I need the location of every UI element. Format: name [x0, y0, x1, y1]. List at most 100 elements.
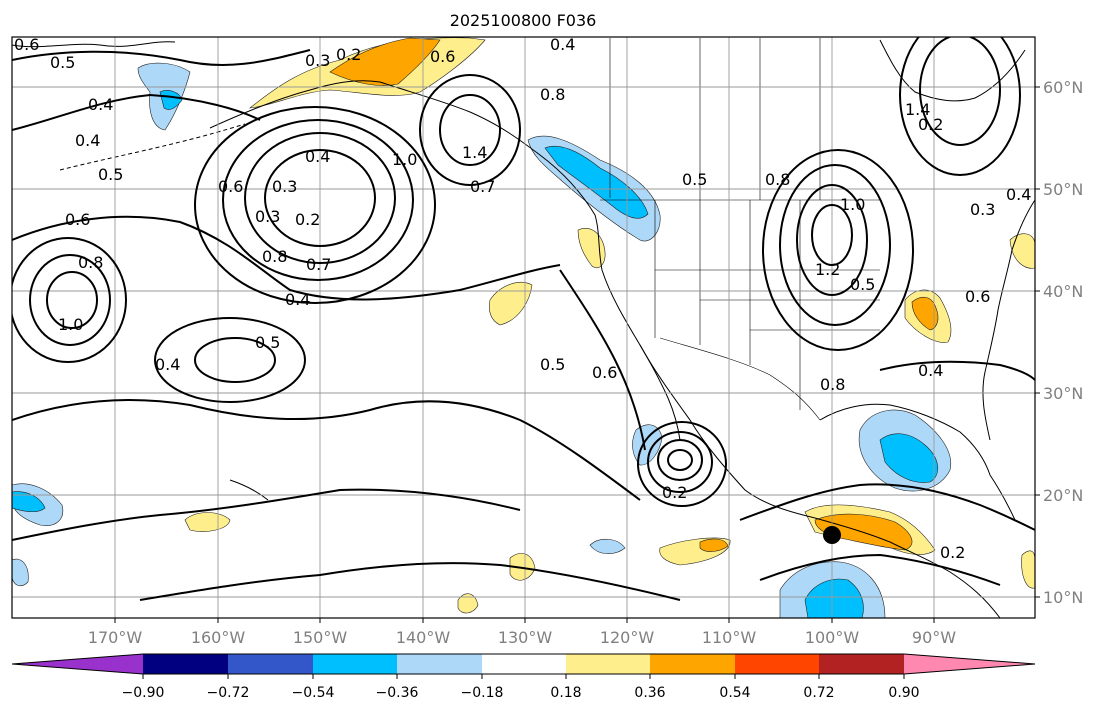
coastline-central-america — [814, 517, 1001, 618]
colorbar-segment — [313, 654, 397, 674]
colorbar-segment — [397, 654, 482, 674]
lon-label-110w: 110°W — [702, 628, 757, 647]
lat-label-40n: 40°N — [1043, 282, 1083, 301]
contour-label: 0.4 — [155, 355, 180, 374]
contour-label: 0.5 — [255, 333, 280, 352]
contour-line-west-2 — [12, 399, 641, 501]
contour-label: 0.2 — [662, 483, 687, 502]
contour-northeast-1 — [919, 37, 1001, 146]
contour-label: 0.5 — [50, 53, 75, 72]
latitude-axis: 60°N 50°N 40°N 30°N 20°N 10°N — [1043, 78, 1083, 607]
contour-low-pacific-1 — [264, 149, 376, 247]
contour-high-west-3 — [12, 237, 127, 363]
contour-label: 0.2 — [295, 210, 320, 229]
anomaly-negative-small-1 — [589, 539, 626, 554]
contour-label: 0.6 — [218, 177, 243, 196]
anomaly-positive-small-4 — [1021, 550, 1035, 589]
contour-plains-4 — [762, 149, 914, 351]
colorbar-ticks — [142, 674, 905, 679]
anomaly-positive-subtropics-2 — [509, 553, 536, 581]
map-frame — [11, 36, 1036, 619]
colorbar-label: 0.72 — [803, 685, 834, 701]
lon-label-130w: 130°W — [498, 628, 553, 647]
lon-label-90w: 90°W — [912, 628, 956, 647]
anomaly-positive-subtropics-1 — [184, 512, 231, 532]
coastline-hudson-bay — [879, 39, 1026, 102]
contour-label: 0.5 — [850, 275, 875, 294]
colorbar-segment — [228, 654, 313, 674]
contour-label: 0.6 — [14, 35, 39, 54]
contour-label: 0.2 — [918, 115, 943, 134]
colorbar-over-arrow — [904, 654, 1035, 674]
contour-line-east-1 — [739, 483, 1035, 531]
anomaly-strong-gulf-alaska — [329, 37, 441, 86]
contour-label: 1.0 — [392, 150, 417, 169]
longitude-axis: 170°W 160°W 150°W 140°W 130°W 120°W 110°… — [88, 628, 956, 647]
anomaly-strong-negative-gulf-mexico — [879, 433, 938, 483]
contour-label: 0.3 — [305, 51, 330, 70]
contour-label: 0.8 — [540, 85, 565, 104]
coastline-siberia — [12, 41, 176, 48]
anomaly-strong-negative-north-pacific — [159, 90, 183, 110]
contour-gulf-alaska-1 — [439, 94, 501, 166]
contour-low-pacific-3 — [222, 119, 414, 281]
contour-label: 0.4 — [75, 131, 100, 150]
contour-label: 0.5 — [98, 165, 123, 184]
contour-line-south-2 — [139, 562, 681, 601]
lon-label-140w: 140°W — [396, 628, 451, 647]
contour-plains-3 — [779, 164, 891, 326]
colorbar-label: −0.90 — [122, 685, 165, 701]
lat-label-20n: 20°N — [1043, 486, 1083, 505]
contour-label: 0.6 — [65, 210, 90, 229]
axis-ticks — [114, 86, 1040, 623]
anomaly-strong-negative-east-pacific — [804, 578, 864, 618]
colorbar-label: −0.72 — [207, 685, 250, 701]
contour-line-north-2 — [12, 93, 261, 131]
contour-label: 0.4 — [918, 361, 943, 380]
contour-label: 0.3 — [255, 207, 280, 226]
anomaly-strong-negative-west — [12, 491, 46, 513]
location-marker — [823, 526, 841, 544]
contour-high-central-2 — [154, 317, 306, 403]
contour-label: 0.2 — [336, 45, 361, 64]
anomaly-positive-east — [1009, 233, 1035, 269]
coastline-baja — [639, 344, 681, 441]
contour-label: 0.8 — [765, 170, 790, 189]
lon-label-150w: 150°W — [293, 628, 348, 647]
anomaly-negative-small-2 — [12, 558, 29, 587]
contour-cutoff-low-3 — [647, 431, 713, 493]
contour-label: 0.2 — [940, 543, 965, 562]
contour-line-coast — [559, 269, 646, 451]
contour-cutoff-low-2 — [657, 439, 703, 481]
coastline-hawaii — [229, 479, 269, 501]
contour-label: 0.4 — [1006, 185, 1031, 204]
contour-label: 0.7 — [470, 177, 495, 196]
contour-label: 0.6 — [430, 47, 455, 66]
colorbar-segment — [819, 654, 904, 674]
contour-plains-2 — [796, 184, 868, 296]
contour-label: 0.8 — [262, 247, 287, 266]
anomaly-strong-tropics — [699, 538, 729, 552]
lat-label-30n: 30°N — [1043, 384, 1083, 403]
contour-line-east-3 — [879, 360, 1035, 381]
colorbar-label: 0.90 — [888, 685, 919, 701]
contour-cutoff-low-1 — [667, 449, 693, 471]
colorbar-segment — [735, 654, 819, 674]
contour-label: 0.6 — [592, 363, 617, 382]
contour-label: 0.4 — [305, 147, 330, 166]
border-canada-provinces — [699, 38, 821, 200]
colorbar: −0.90 −0.72 −0.54 −0.36 −0.18 0.18 0.36 … — [11, 653, 1036, 701]
contour-gulf-alaska-2 — [419, 74, 521, 186]
contour-label: 0.5 — [540, 355, 565, 374]
lat-label-10n: 10°N — [1043, 588, 1083, 607]
lat-label-60n: 60°N — [1043, 78, 1083, 97]
lon-label-100w: 100°W — [805, 628, 860, 647]
anomaly-positive-small-3 — [457, 593, 479, 614]
colorbar-under-arrow — [12, 654, 143, 674]
colorbar-label: −0.18 — [461, 685, 504, 701]
contour-line-north-1 — [12, 49, 311, 66]
contour-cutoff-low-4 — [637, 421, 727, 507]
contour-high-west-1 — [46, 271, 98, 329]
contour-low-pacific-2 — [244, 132, 396, 264]
contour-label: 0.3 — [272, 177, 297, 196]
